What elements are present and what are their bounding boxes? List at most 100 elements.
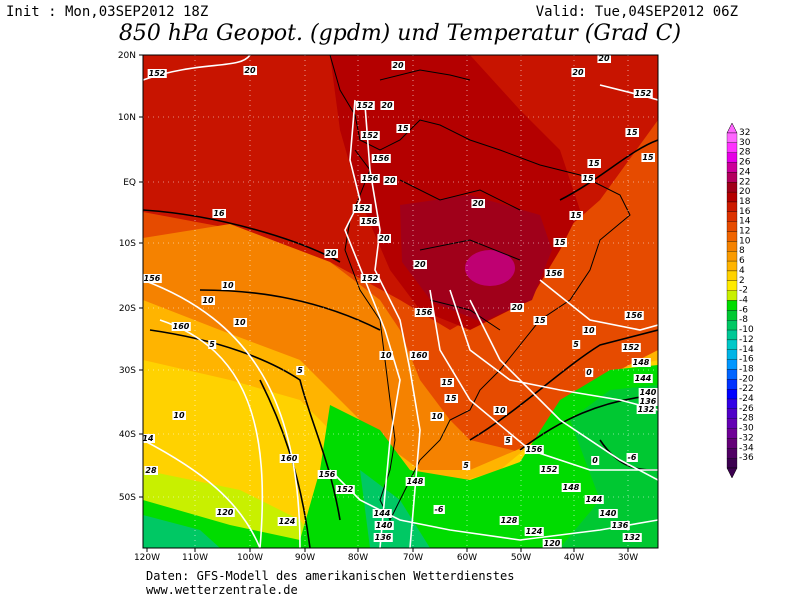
contour-label: 10 [222, 281, 234, 290]
contour-label: 28 [145, 466, 157, 475]
contour-label-box [143, 274, 162, 283]
contour-label-box [621, 343, 641, 352]
contour-label-box [624, 311, 644, 320]
contour-label: 10 [431, 412, 443, 421]
contour-label: 128 [501, 516, 518, 525]
colorbar-swatch [726, 201, 738, 212]
contour-label-box [471, 199, 485, 208]
lon-label: 90W [295, 553, 315, 563]
colorbar-swatch [726, 448, 738, 459]
contour-label-box [591, 456, 600, 465]
contour-label-box [352, 204, 372, 213]
lat-label: 40S [119, 430, 136, 440]
colorbar-label: -20 [739, 374, 754, 384]
colorbar-label: 32 [739, 128, 750, 138]
colorbar-cap [726, 467, 738, 479]
colorbar-swatch [726, 349, 738, 360]
contour-label-box [233, 318, 247, 327]
contour-label-box [553, 238, 567, 247]
contour-label-box [524, 527, 544, 536]
colorbar-swatch [726, 142, 738, 153]
lon-label: 50W [511, 553, 531, 563]
colorbar-swatch [726, 300, 738, 311]
contour-label: -6 [435, 505, 444, 514]
colorbar-label: -8 [739, 315, 748, 325]
colorbar-label: 8 [739, 246, 745, 256]
contour-label: 132 [624, 533, 641, 542]
contour-label: 156 [626, 311, 643, 320]
contour-label: 152 [149, 69, 166, 78]
contour-label-box [279, 454, 299, 463]
contour-label: 156 [546, 269, 563, 278]
contour-label-box [622, 533, 642, 542]
contour-label-box [172, 411, 186, 420]
contour-label-box [215, 508, 235, 517]
lat-label: 30S [119, 366, 136, 376]
lon-label: 60W [457, 553, 477, 563]
contour-label-box [572, 340, 581, 349]
contour-label-box [377, 234, 391, 243]
colorbar-swatch [726, 241, 738, 252]
contour-label: 10 [494, 406, 506, 415]
contour-label-box [610, 521, 630, 530]
contour-label-box [409, 351, 429, 360]
contour-label-box [383, 176, 397, 185]
colorbar-label: -4 [739, 296, 748, 306]
contour-label: 120 [544, 539, 561, 548]
contour-label-box [355, 101, 375, 110]
lat-label: 20N [118, 51, 136, 61]
contour-label: 20 [472, 199, 484, 208]
contour-label: 156 [373, 154, 390, 163]
contour-label: 156 [361, 217, 378, 226]
contour-label-box [317, 470, 337, 479]
contour-label-box [143, 434, 155, 443]
colorbar-label: 6 [739, 256, 745, 266]
colorbar-swatch [726, 310, 738, 321]
colorbar-label: -18 [739, 364, 754, 374]
contour-label: 15 [588, 159, 600, 168]
contour-label: 160 [281, 454, 298, 463]
source-url: www.wetterzentrale.de [146, 583, 298, 597]
contour-label: 10 [583, 326, 595, 335]
contour-label: 15 [582, 174, 594, 183]
contour-label: 156 [319, 470, 336, 479]
colorbar-swatch [726, 398, 738, 410]
contour-label-box [359, 217, 379, 226]
contour-label-box [360, 174, 380, 183]
colorbar-swatch [726, 270, 738, 281]
contour-label-box [373, 533, 393, 542]
lon-label: 30W [618, 553, 638, 563]
colorbar-swatch [726, 251, 738, 262]
colorbar-label: -26 [739, 404, 754, 414]
contour-label-box [462, 461, 471, 470]
colorbar-swatch [726, 211, 738, 222]
colorbar-swatch [726, 182, 738, 193]
contour-label-box [561, 483, 581, 492]
contour-label: 156 [144, 274, 161, 283]
colorbar-label: 24 [739, 167, 751, 177]
contour-label: 148 [407, 477, 424, 486]
contour-label-box [405, 477, 425, 486]
colorbar-cap [726, 122, 738, 134]
colorbar-label: 26 [739, 158, 751, 168]
contour-label: 20 [381, 101, 393, 110]
contour-label-box [539, 465, 559, 474]
contour-label-box [533, 316, 547, 325]
contour-label-box [380, 101, 394, 110]
contour-label: 15 [445, 394, 457, 403]
colorbar-label: 16 [739, 207, 751, 217]
colorbar-label: 2 [739, 276, 745, 286]
colorbar-swatch [726, 457, 738, 469]
contour-label-box [544, 269, 564, 278]
contour-label-box [626, 453, 638, 462]
colorbar-swatch [726, 172, 738, 183]
contour-label-box [638, 388, 658, 397]
colorbar-label: 22 [739, 177, 750, 187]
contour-label-box [221, 281, 235, 290]
lat-label: 50S [119, 493, 136, 503]
map-title: 850 hPa Geopot. (gpdm) und Temperatur (G… [119, 21, 681, 46]
contour-label: 124 [279, 517, 296, 526]
contour-label: 0 [592, 456, 598, 465]
contour-label: 5 [463, 461, 469, 470]
colorbar-swatch [726, 280, 738, 291]
